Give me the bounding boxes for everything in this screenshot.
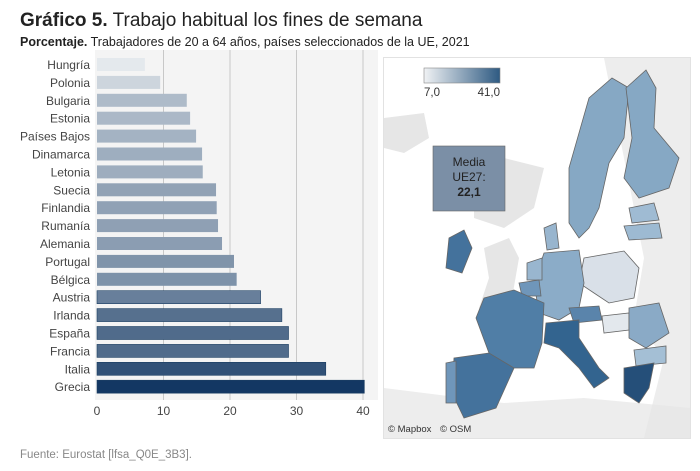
- category-label: España: [49, 327, 90, 341]
- category-label: Estonia: [50, 112, 90, 126]
- bar[interactable]: [96, 344, 289, 358]
- mean-value: 22,1: [457, 185, 481, 199]
- x-tick-label: 40: [356, 404, 370, 418]
- mapbox-attribution[interactable]: © Mapbox: [388, 424, 432, 435]
- source-note: Fuente: Eurostat [lfsa_Q0E_3B3].: [20, 449, 192, 461]
- category-label: Letonia: [51, 165, 91, 179]
- bar[interactable]: [97, 219, 219, 233]
- category-label: Hungría: [47, 58, 90, 72]
- bar[interactable]: [97, 272, 237, 286]
- country-francia: [475, 289, 545, 369]
- mean-box: [432, 145, 506, 212]
- page-title: Gráfico 5. Trabajo habitual los fines de…: [20, 10, 423, 31]
- category-label: Bulgaria: [46, 94, 90, 108]
- category-label: Países Bajos: [20, 130, 90, 144]
- mean-label-2: UE27:: [452, 170, 485, 184]
- category-label: Bélgica: [51, 273, 91, 287]
- bar[interactable]: [97, 147, 203, 161]
- choropleth-map[interactable]: 7,0 41,0 Media UE27: 22,1 © Mapbox © OSM: [383, 57, 691, 439]
- bar-chart: 0 10 20 30 40 Hungría Polonia Bulgaria Estonia Pa…: [20, 50, 378, 418]
- legend-min-label: 7,0: [424, 87, 440, 99]
- category-label: Alemania: [40, 237, 90, 251]
- country-portugal: [445, 360, 457, 404]
- x-tick-label: 10: [157, 404, 171, 418]
- bar[interactable]: [96, 308, 283, 322]
- bar[interactable]: [97, 93, 187, 107]
- category-label: Portugal: [45, 255, 90, 269]
- osm-attribution[interactable]: © OSM: [440, 424, 471, 435]
- category-label: Italia: [65, 362, 91, 376]
- category-label: Finlandia: [41, 201, 90, 215]
- country-polonia: [578, 250, 640, 304]
- category-label: Francia: [50, 344, 90, 358]
- country-grecia: [623, 362, 655, 404]
- country-belgica: [518, 279, 542, 297]
- bar[interactable]: [96, 326, 289, 340]
- bar[interactable]: [97, 75, 161, 89]
- legend-max-label: 41,0: [478, 87, 500, 99]
- country-finlandia: [623, 69, 680, 199]
- x-tick-label: 20: [223, 404, 237, 418]
- bar[interactable]: [97, 111, 191, 125]
- country-irlanda: [445, 229, 473, 274]
- bar[interactable]: [97, 237, 223, 250]
- bar[interactable]: [97, 183, 217, 197]
- country-letonia: [623, 222, 663, 241]
- bar[interactable]: [96, 290, 261, 304]
- category-label: Suecia: [53, 183, 90, 197]
- category-label: Austria: [53, 291, 91, 305]
- country-hungria: [601, 312, 630, 334]
- country-suecia: [568, 77, 630, 239]
- country-austria: [568, 305, 603, 324]
- x-tick-label: 0: [94, 404, 101, 418]
- bar[interactable]: [97, 58, 145, 71]
- country-bulgaria: [633, 345, 667, 367]
- bar[interactable]: [97, 254, 234, 268]
- category-label: Grecia: [55, 380, 91, 394]
- bar[interactable]: [97, 165, 203, 179]
- country-paises-bajos: [526, 257, 543, 281]
- country-rumania: [628, 302, 670, 349]
- bar[interactable]: [97, 129, 197, 143]
- countries: [445, 69, 680, 419]
- x-tick-label: 30: [290, 404, 304, 418]
- category-label: Irlanda: [53, 309, 90, 323]
- mean-label: Media: [453, 155, 486, 169]
- bar[interactable]: [97, 201, 217, 215]
- country-dinamarca: [543, 222, 560, 251]
- subtitle: Porcentaje. Trabajadores de 20 a 64 años…: [20, 35, 470, 49]
- color-scale-legend: [423, 67, 501, 84]
- category-label: Polonia: [50, 76, 90, 90]
- bar[interactable]: [96, 379, 365, 394]
- category-label: Rumanía: [41, 219, 90, 233]
- country-estonia: [628, 202, 660, 224]
- bar[interactable]: [96, 361, 327, 376]
- category-label: Dinamarca: [32, 148, 90, 162]
- country-italia: [543, 319, 610, 389]
